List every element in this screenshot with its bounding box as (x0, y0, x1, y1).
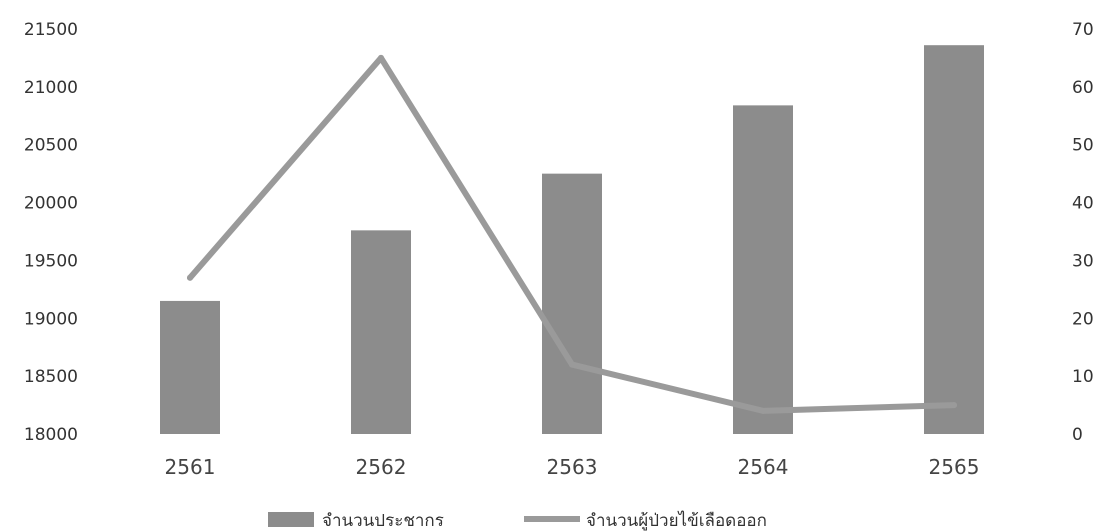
left-axis-tick-label: 18500 (24, 367, 78, 387)
right-axis-tick-label: 70 (1072, 20, 1094, 40)
bar (351, 230, 411, 434)
bar-series (160, 45, 984, 434)
left-axis-tick-label: 21500 (24, 20, 78, 40)
left-axis-tick-label: 21000 (24, 78, 78, 98)
right-axis-tick-label: 20 (1072, 309, 1094, 329)
line-point (951, 402, 957, 409)
right-axis-tick-label: 60 (1072, 78, 1094, 98)
left-axis-tick-label: 20000 (24, 194, 78, 214)
legend-bar-label: จำนวนประชากร (322, 511, 444, 531)
x-axis-tick-label: 2562 (356, 455, 407, 479)
bar (160, 300, 220, 434)
x-axis-tick-label: 2564 (738, 455, 789, 479)
left-axis-tick-label: 20500 (24, 136, 78, 156)
right-axis-ticks: 0 10 20 30 40 50 60 70 (1072, 20, 1094, 445)
x-axis-tick-label: 2561 (165, 455, 216, 479)
line-point (187, 274, 193, 281)
x-axis-tick-label: 2565 (929, 455, 980, 479)
left-axis-tick-label: 19000 (24, 309, 78, 329)
right-axis-tick-label: 30 (1072, 251, 1094, 271)
bar (924, 45, 984, 434)
right-axis-tick-label: 50 (1072, 136, 1094, 156)
right-axis-tick-label: 40 (1072, 194, 1094, 214)
line-series (187, 54, 957, 414)
left-axis-ticks: 18000 18500 19000 19500 20000 20500 21000 21500 (24, 20, 78, 445)
bar (733, 105, 793, 434)
x-axis-ticks: 2561 2562 2563 2564 2565 (165, 455, 980, 479)
right-axis-tick-label: 0 (1072, 425, 1083, 445)
legend: จำนวนประชากร จำนวนผู้ป่วยไข้เลือดออก (268, 510, 767, 531)
legend-line-label: จำนวนผู้ป่วยไข้เลือดออก (586, 510, 767, 531)
right-axis-tick-label: 10 (1072, 367, 1094, 387)
line-point (378, 54, 384, 61)
line-point (569, 361, 575, 368)
line-point (760, 407, 766, 414)
left-axis-tick-label: 19500 (24, 251, 78, 271)
legend-bar-swatch (268, 512, 314, 527)
bar (542, 173, 602, 434)
x-axis-tick-label: 2563 (547, 455, 598, 479)
left-axis-tick-label: 18000 (24, 425, 78, 445)
